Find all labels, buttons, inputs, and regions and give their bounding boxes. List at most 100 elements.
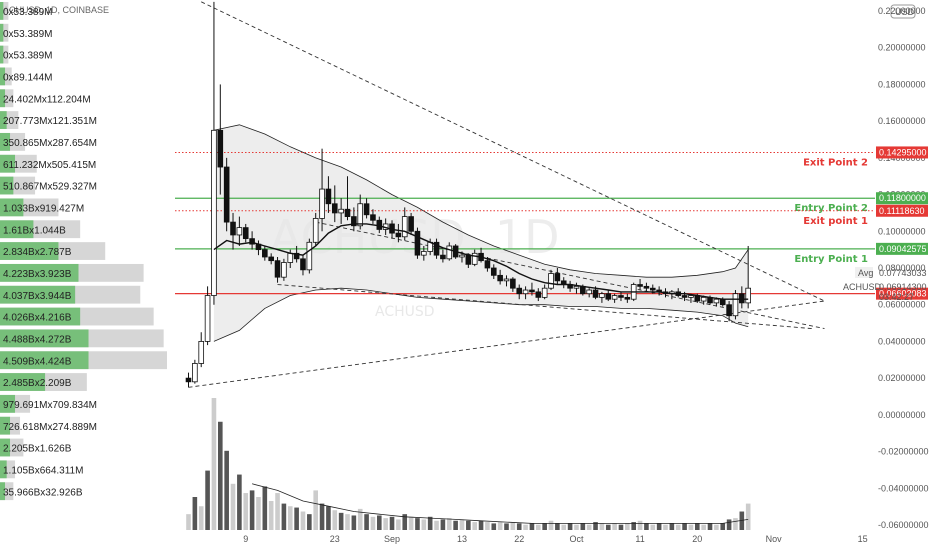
candle <box>516 284 523 300</box>
candle <box>236 216 243 246</box>
vp-row-label: 4.037Bx3.944B <box>3 291 72 302</box>
candle <box>599 291 605 303</box>
candle <box>370 209 376 224</box>
candle-body <box>421 251 427 256</box>
candle-body <box>414 230 421 256</box>
currency-label: USD <box>895 7 915 17</box>
volume-bar <box>726 519 732 530</box>
volume-bar <box>663 524 668 530</box>
candle-body <box>433 241 440 256</box>
candle <box>471 249 478 267</box>
volume-bar <box>586 524 592 530</box>
candle-body <box>681 295 688 298</box>
price-tag <box>876 204 928 217</box>
volume-bar <box>370 516 376 530</box>
volume-bar <box>383 518 388 530</box>
vp-bar-up <box>0 394 16 413</box>
candle <box>306 238 313 274</box>
volume-bar <box>281 503 287 530</box>
volume-bar <box>631 522 636 530</box>
time-axis[interactable]: 9 23 Sep 13 22 Oct 11 20 Nov 15 <box>243 534 867 544</box>
candle-body <box>344 208 351 217</box>
candle-body <box>726 304 732 317</box>
vp-bar-up <box>0 460 7 479</box>
candle <box>529 282 535 296</box>
candle-body <box>465 254 472 265</box>
candle-body <box>471 252 478 265</box>
vp-bar-total <box>0 67 12 86</box>
candle <box>223 157 230 232</box>
volume-bar <box>192 497 198 530</box>
volume-profile: 0x53.389M 0x53.389M 0x53.389M 0x89.144M 24.4… <box>0 2 167 501</box>
x-tick-label: 13 <box>457 534 467 544</box>
candle-body <box>217 129 224 168</box>
candle-body <box>497 274 503 282</box>
moving-average <box>213 223 749 300</box>
vp-bar-total <box>0 23 9 42</box>
candle <box>242 223 249 243</box>
candle-body <box>713 298 720 304</box>
volume-bar <box>268 500 274 530</box>
candle-body <box>618 295 624 298</box>
volume-bar <box>695 523 700 530</box>
price-info: Avg 0.07743033 ACHUSD 0.06914300 03:42:2… <box>843 267 927 302</box>
trend-line <box>188 300 825 388</box>
volume-bar <box>243 493 249 530</box>
candle-body <box>408 216 414 232</box>
candle-body <box>319 188 325 219</box>
volume-bar <box>745 503 751 530</box>
volume-bar <box>294 507 299 530</box>
candle-body <box>624 296 631 300</box>
volume-bar <box>472 522 477 530</box>
volume-bar <box>453 520 458 530</box>
vp-row-label: 1.61Bx1.044B <box>3 225 66 236</box>
candle-body <box>185 377 192 383</box>
vp-row-label: 2.834Bx2.787B <box>3 247 72 258</box>
vp-bar-up <box>0 307 81 326</box>
y-tick-label: 0.00000000 <box>878 410 926 420</box>
candle-body <box>605 293 612 300</box>
price-axis[interactable]: 0.22000000 0.20000000 0.18000000 0.16000000… <box>843 6 929 530</box>
volume-bar <box>427 516 433 530</box>
price-tag <box>876 242 928 255</box>
trend-line <box>277 284 812 330</box>
vp-row-label: 4.509Bx4.424B <box>3 356 72 367</box>
symbol-header: ACHUSD, 1D, COINBASE <box>3 5 109 15</box>
volume-bar <box>510 522 516 530</box>
vp-bar-total <box>0 2 9 20</box>
volume-bar <box>542 523 547 530</box>
currency-badge[interactable]: USD <box>890 4 916 19</box>
vp-bar-up <box>0 23 4 42</box>
price-tag <box>876 146 928 159</box>
candle <box>618 291 624 302</box>
volume-bar <box>669 523 675 530</box>
volume-bar <box>682 523 687 530</box>
volume-bar <box>567 523 573 530</box>
volume-bar <box>650 524 656 530</box>
vp-row-label: 1.105Bx664.311M <box>3 465 83 476</box>
volume-bar <box>307 514 312 530</box>
candle-body <box>503 278 510 282</box>
volume-bars <box>186 398 751 530</box>
vp-bar-up <box>0 67 6 86</box>
candle-body <box>592 289 599 298</box>
symbol-label: ACHUSD <box>843 282 882 292</box>
vp-bar-up <box>0 416 11 435</box>
candle <box>573 282 580 294</box>
candle <box>249 231 255 250</box>
candle-body <box>745 287 751 304</box>
bb-upper-line <box>213 124 749 278</box>
candle-body <box>331 203 338 214</box>
candle-body <box>357 203 364 227</box>
volume-bar <box>599 523 605 530</box>
x-tick-label: Nov <box>766 534 783 544</box>
volume-bar <box>720 523 726 530</box>
candle-body <box>446 245 453 260</box>
candle-body <box>490 267 497 276</box>
volume-bar <box>618 524 624 530</box>
candle-body <box>338 208 344 214</box>
volume-bar <box>574 524 579 530</box>
volume-bar <box>440 519 446 530</box>
candle <box>739 286 745 309</box>
